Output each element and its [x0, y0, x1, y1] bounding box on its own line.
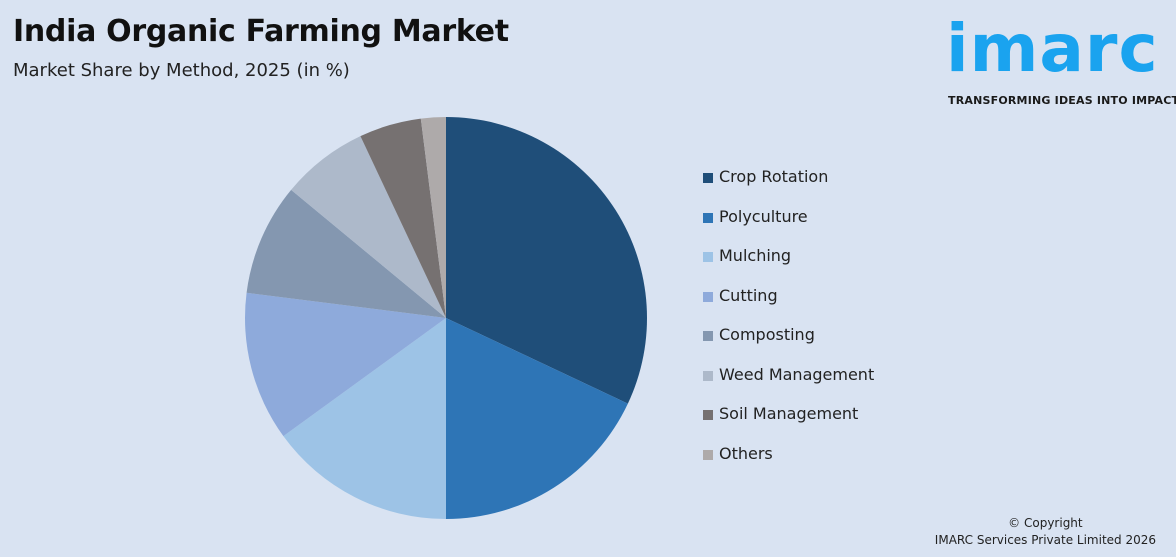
logo-wordmark: imarc — [946, 10, 1159, 87]
legend-item: Weed Management — [703, 365, 874, 405]
legend-item: Composting — [703, 325, 874, 365]
legend-swatch-icon — [703, 370, 713, 381]
copyright-line-2: IMARC Services Private Limited 2026 — [934, 533, 1156, 547]
pie-slice-composting — [246, 189, 446, 318]
legend-swatch-icon — [703, 252, 713, 262]
legend-item: Soil Management — [703, 404, 874, 444]
pie-slice-mulching — [283, 318, 446, 519]
legend-item: Others — [703, 444, 874, 484]
copyright: © Copyright IMARC Services Private Limit… — [935, 515, 1156, 549]
legend-item: Cutting — [703, 286, 874, 326]
legend-label: Polyculture — [719, 206, 808, 226]
chart-subtitle: Market Share by Method, 2025 (in %) — [13, 60, 350, 81]
legend-label: Composting — [719, 325, 815, 344]
legend-item: Polyculture — [703, 207, 874, 247]
copyright-line-1: © Copyright — [1008, 516, 1083, 530]
legend-label: Cutting — [719, 285, 778, 305]
legend-swatch-icon — [703, 291, 713, 302]
legend-swatch-icon — [703, 212, 713, 223]
imarc-logo: imarc TRANSFORMING IDEAS INTO IMPACT — [946, 10, 1176, 110]
legend-label: Mulching — [719, 246, 792, 265]
pie-slice-cutting — [245, 292, 446, 437]
legend-item: Crop Rotation — [703, 167, 874, 207]
pie-slice-others — [420, 117, 446, 318]
logo-tagline: TRANSFORMING IDEAS INTO IMPACT — [948, 94, 1176, 107]
chart-title: India Organic Farming Market — [13, 14, 509, 49]
legend-swatch-icon — [703, 331, 713, 341]
pie-slice-soil-management — [360, 118, 446, 318]
legend-swatch-icon — [703, 449, 713, 460]
legend-swatch-icon — [703, 173, 713, 183]
legend-item: Mulching — [703, 246, 874, 286]
legend-label: Others — [719, 443, 773, 463]
pie-slice-polyculture — [446, 318, 628, 519]
legend-label: Weed Management — [719, 364, 875, 384]
legend-label: Soil Management — [719, 404, 859, 423]
pie-slice-weed-management — [291, 136, 446, 318]
legend-swatch-icon — [703, 410, 713, 420]
pie-slice-crop-rotation — [446, 117, 647, 404]
legend-label: Crop Rotation — [719, 167, 829, 186]
chart-legend: Crop Rotation Polyculture Mulching Cutting C… — [703, 167, 874, 483]
